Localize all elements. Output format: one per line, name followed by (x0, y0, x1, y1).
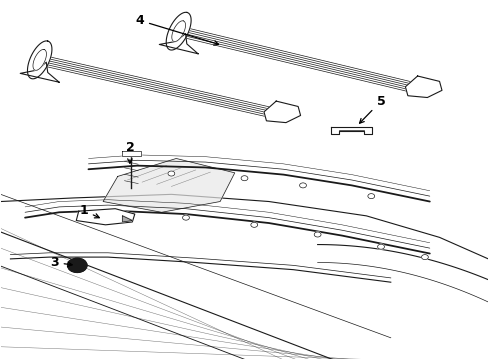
Text: 4: 4 (135, 14, 218, 45)
Circle shape (377, 244, 384, 249)
Circle shape (67, 258, 87, 273)
Circle shape (421, 255, 427, 260)
Circle shape (299, 183, 306, 188)
Polygon shape (405, 76, 441, 98)
Polygon shape (33, 49, 46, 70)
Polygon shape (103, 158, 234, 212)
Polygon shape (122, 216, 132, 222)
Text: 5: 5 (359, 95, 385, 123)
Polygon shape (27, 41, 52, 79)
Text: 1: 1 (79, 204, 99, 218)
Circle shape (367, 194, 374, 199)
Polygon shape (171, 21, 185, 41)
Text: 3: 3 (50, 256, 72, 269)
Circle shape (167, 171, 174, 176)
Text: 2: 2 (125, 141, 134, 163)
Circle shape (119, 213, 126, 219)
Polygon shape (20, 62, 59, 82)
Circle shape (182, 215, 189, 220)
Polygon shape (159, 33, 198, 54)
Circle shape (250, 222, 257, 227)
Circle shape (241, 176, 247, 181)
Polygon shape (166, 12, 191, 50)
Polygon shape (264, 101, 300, 123)
Polygon shape (76, 209, 135, 225)
Circle shape (314, 232, 321, 237)
Polygon shape (122, 150, 141, 156)
Polygon shape (330, 127, 372, 134)
